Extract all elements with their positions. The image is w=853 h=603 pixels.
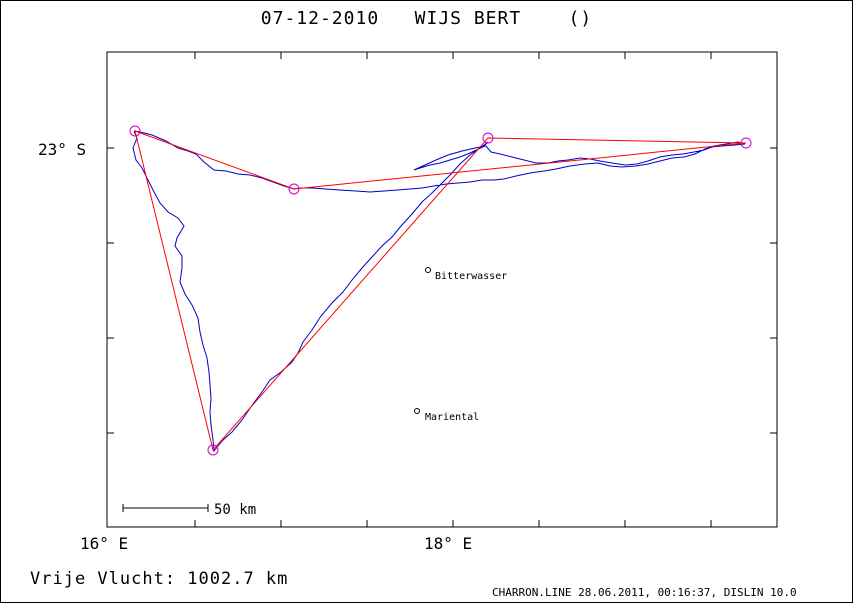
y-ticks xyxy=(107,147,777,434)
turnpoint-marker xyxy=(482,132,494,144)
x-ticks xyxy=(194,52,712,527)
lat-label: 23° S xyxy=(38,140,86,159)
scale-label: 50 km xyxy=(214,502,256,518)
turnpoint-marker xyxy=(288,183,300,195)
flight-title: 07-12-2010 WIJS BERT () xyxy=(260,8,593,29)
scale-bar xyxy=(122,504,209,512)
place-label-bitterwasser: Bitterwasser xyxy=(435,271,507,282)
lon-label-16e: 16° E xyxy=(80,534,128,553)
flight-distance: Vrije Vlucht: 1002.7 km xyxy=(30,569,289,589)
task-route xyxy=(134,130,747,452)
lon-label-18e: 18° E xyxy=(424,534,472,553)
turnpoint-marker xyxy=(207,444,219,456)
turnpoints xyxy=(129,125,752,456)
map-frame xyxy=(106,51,778,528)
gps-track xyxy=(132,130,746,453)
place-marker-mariental xyxy=(414,408,420,414)
place-marker-bitterwasser xyxy=(425,267,431,273)
turnpoint-marker xyxy=(129,125,141,137)
place-label-mariental: Mariental xyxy=(425,412,479,423)
footer-credit: CHARRON.LINE 28.06.2011, 00:16:37, DISLI… xyxy=(492,586,797,599)
turnpoint-marker xyxy=(740,137,752,149)
